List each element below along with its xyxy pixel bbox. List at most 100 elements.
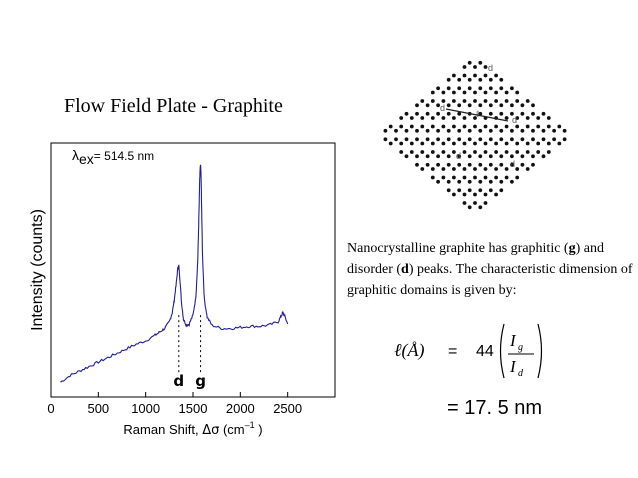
lattice-atom [462, 116, 467, 120]
lattice-atom [531, 137, 535, 142]
formula-equals: = [448, 343, 457, 360]
lattice-atom [541, 154, 546, 159]
lattice-atom [452, 167, 456, 171]
lattice-atom [478, 77, 483, 82]
lattice-atom [436, 154, 440, 159]
lattice-atom [504, 116, 509, 120]
lattice-atom [478, 154, 483, 159]
lattice-atom [452, 192, 456, 197]
lattice-atom [420, 99, 425, 103]
lattice-atom [420, 124, 425, 129]
lattice-atom [483, 175, 488, 180]
formula-left-paren [499, 323, 505, 379]
lattice-atom [473, 124, 477, 129]
x-tick-label: 0 [47, 401, 54, 416]
lattice-atom [515, 99, 520, 103]
lattice-atom [467, 137, 472, 142]
lattice-atom [462, 201, 467, 205]
lattice-atom [536, 124, 541, 129]
lattice-atom [510, 111, 514, 116]
lattice-atom [436, 86, 440, 91]
lattice-atom [467, 128, 472, 133]
lattice-atom [446, 162, 451, 167]
lattice-atom [430, 141, 435, 146]
lattice-atom [415, 111, 419, 116]
lattice-atom [552, 137, 556, 142]
lattice-atom [494, 124, 498, 129]
lattice-atom [478, 111, 483, 116]
spectrum-line [60, 164, 289, 383]
lattice-atom [462, 65, 467, 69]
lattice-atom [504, 90, 509, 95]
lattice-atom [430, 90, 435, 95]
lattice-atom [483, 167, 488, 171]
lattice-atom [425, 128, 430, 133]
lattice-atom [473, 201, 477, 205]
lattice-atom [420, 141, 425, 146]
lattice-atom [488, 179, 493, 184]
lattice-atom [541, 137, 546, 142]
lattice-atom [446, 111, 451, 116]
lattice-atom [483, 99, 488, 103]
lattice-atom [388, 141, 393, 146]
lattice-atom [441, 167, 446, 171]
plot-frame [50, 142, 336, 398]
formula-denominator: I [509, 357, 517, 376]
lattice-atom [504, 150, 509, 154]
lattice-atom [452, 175, 456, 180]
description-part: ) and disorder ( [347, 241, 604, 277]
lattice-atom [520, 111, 525, 116]
lattice-atom [488, 128, 493, 133]
lattice-atom [462, 90, 467, 95]
lattice-atom [494, 141, 498, 146]
lattice-atom [536, 150, 541, 154]
lattice-atom [525, 99, 530, 103]
lattice-atom [473, 116, 477, 120]
lattice-atom [562, 137, 567, 142]
lattice-atom [478, 162, 483, 167]
lattice-atom [467, 154, 472, 159]
graphite-lattice-diagram: d d ℓ d d d [383, 60, 567, 210]
lattice-atom [430, 175, 435, 180]
lattice-atom [467, 179, 472, 184]
x-tick-label: 2500 [273, 401, 302, 416]
lattice-atom [515, 150, 520, 154]
lattice-atom [557, 124, 562, 129]
lattice-atom [531, 111, 535, 116]
lattice-atom [441, 99, 446, 103]
lattice-atom [436, 162, 440, 167]
lattice-atom [383, 137, 388, 142]
lattice-atom [488, 77, 493, 82]
lattice-atom [562, 128, 567, 133]
lattice-atom [473, 167, 477, 171]
lattice-atom [462, 167, 467, 171]
lattice-atom [462, 99, 467, 103]
lattice-atom [452, 116, 456, 120]
lattice-atom [473, 175, 477, 180]
lattice-atom [494, 90, 498, 95]
lattice-atom [478, 86, 483, 91]
lattice-atom [483, 141, 488, 146]
lattice-atom [478, 128, 483, 133]
lattice-atom [446, 86, 451, 91]
lattice-atom [546, 141, 551, 146]
lattice-atom [541, 128, 546, 133]
lattice-atom [436, 137, 440, 142]
lattice-atom [399, 141, 404, 146]
lattice-atom [436, 179, 440, 184]
lattice-atom [430, 150, 435, 154]
lattice-atom [415, 103, 419, 108]
lattice-atom [483, 150, 488, 154]
lattice-atom [462, 175, 467, 180]
lattice-label: d [488, 63, 493, 73]
lattice-atom [467, 77, 472, 82]
lattice-label: d [512, 115, 517, 125]
domain-size-arrow [445, 108, 509, 122]
lattice-atom [415, 137, 419, 142]
lattice-atom [446, 188, 451, 193]
x-axis-label: Raman Shift, Δσ (cm–1 ) [123, 420, 262, 438]
lattice-atom [415, 154, 419, 159]
lattice-atom [430, 116, 435, 120]
lattice-atom [425, 162, 430, 167]
lattice-atom [409, 150, 414, 154]
